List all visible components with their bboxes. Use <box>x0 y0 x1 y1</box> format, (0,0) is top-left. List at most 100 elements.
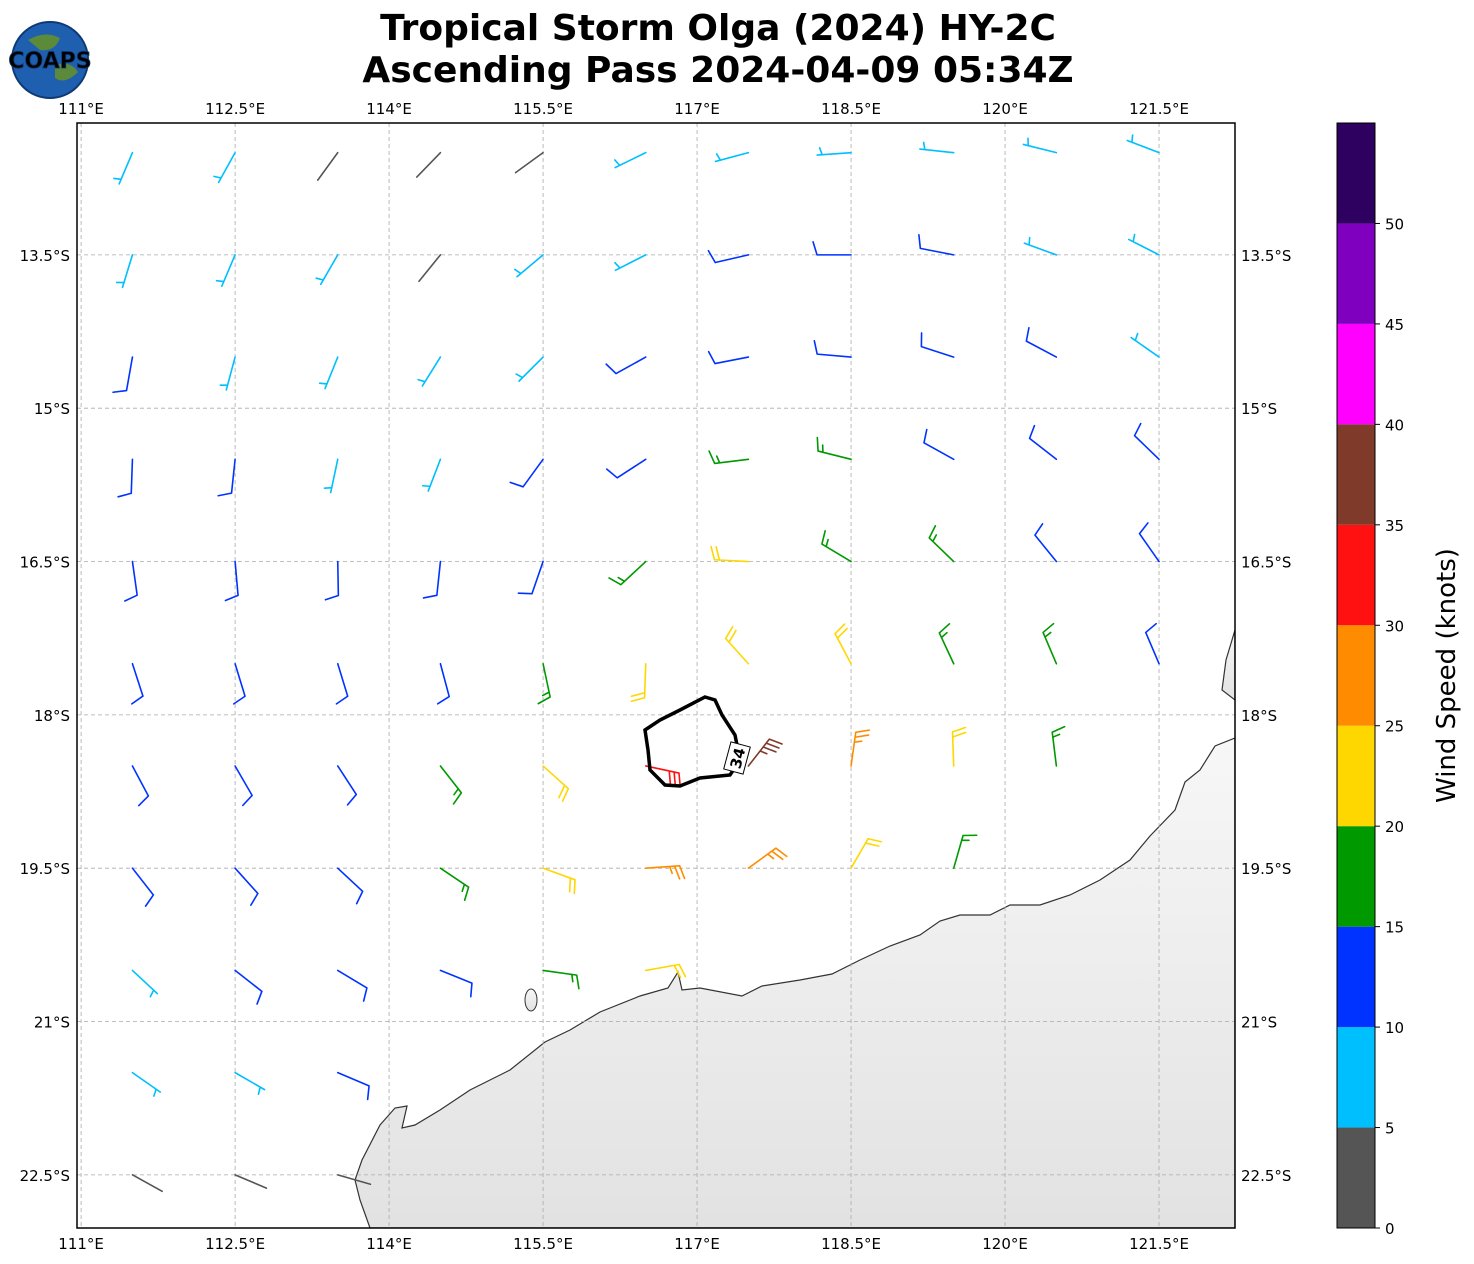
wind-barb <box>920 332 955 358</box>
wind-barb <box>213 151 236 184</box>
wind-barb <box>1025 326 1058 358</box>
wind-barb <box>112 356 134 394</box>
wind-barb <box>707 350 750 365</box>
wind-barb <box>219 356 236 391</box>
wind-barb <box>1022 137 1058 154</box>
y-tick-label: 13.5°S <box>1241 247 1291 265</box>
colorbar-tick-label: 5 <box>1385 1120 1395 1138</box>
wind-barb <box>415 151 442 178</box>
plot-frame <box>76 122 1236 1229</box>
wind-barb <box>605 356 647 375</box>
x-tick-label: 115.5°E <box>513 1235 573 1253</box>
wind-barb <box>644 865 686 880</box>
wind-barb <box>608 560 647 586</box>
wind-barb <box>714 151 750 163</box>
wind-barb <box>316 151 339 181</box>
y-tick-label: 15°S <box>1241 400 1277 418</box>
plot-area: 34 <box>77 123 1235 1228</box>
colorbar-bin <box>1337 826 1375 927</box>
y-tick-label: 18°S <box>34 707 70 725</box>
y-tick-label: 22.5°S <box>20 1167 70 1185</box>
wind-barb <box>131 1174 163 1193</box>
wind-barb <box>747 738 783 767</box>
wind-barb <box>323 458 339 494</box>
wind-barb <box>542 969 580 990</box>
colorbar-tick-label: 10 <box>1385 1019 1404 1037</box>
wind-barb <box>542 867 576 895</box>
colorbar-bin <box>1337 123 1375 224</box>
y-tick-label: 13.5°S <box>20 247 70 265</box>
wind-barb <box>1023 236 1058 256</box>
wind-barb <box>1034 523 1058 563</box>
x-tick-label: 114°E <box>366 1235 412 1253</box>
wind-barb <box>224 560 239 602</box>
logo-land <box>28 34 78 81</box>
wind-barb <box>514 151 544 174</box>
wind-barb <box>514 254 544 278</box>
colorbar-tick-label: 20 <box>1385 818 1404 836</box>
colorbar-bin <box>1337 625 1375 726</box>
wind-barb <box>315 254 339 286</box>
colorbar-bin <box>1337 323 1375 425</box>
wind-barb <box>515 356 544 382</box>
island <box>524 988 538 1012</box>
wind-barb <box>439 969 473 998</box>
wind-barb <box>850 837 883 869</box>
x-tick-label: 111°E <box>58 100 104 118</box>
wind-barb <box>417 356 442 387</box>
y-tick-label: 15°S <box>34 400 70 418</box>
wind-barb <box>821 530 852 563</box>
x-tick-label: 115.5°E <box>513 100 573 118</box>
chart-title: Tropical Storm Olga (2024) HY-2C <box>380 8 1056 49</box>
wind-barb <box>335 662 349 705</box>
wind-barb <box>1042 622 1058 665</box>
wind-barb <box>1133 422 1160 461</box>
wind-barb <box>131 867 155 907</box>
colorbar-tick-label: 35 <box>1385 517 1404 535</box>
colorbar-label: Wind Speed (knots) <box>1432 548 1462 803</box>
x-tick-label: 121.5°E <box>1129 100 1189 118</box>
colorbar-bin <box>1337 524 1375 626</box>
wind-barb <box>439 765 463 805</box>
y-tick-label: 18°S <box>1241 707 1277 725</box>
x-tick-label: 120°E <box>982 1235 1028 1253</box>
wind-barb <box>1028 424 1058 461</box>
wind-barb <box>232 662 246 705</box>
land-coastline <box>354 737 1235 1228</box>
wind-barb <box>834 623 852 665</box>
wind-barb <box>131 969 159 998</box>
wind-barb <box>614 151 647 169</box>
wind-barb <box>336 867 364 905</box>
wind-barb <box>324 560 340 601</box>
colorbar-frame <box>1336 122 1376 1229</box>
colorbar-bin <box>1337 725 1375 827</box>
wind-barb <box>336 1071 370 1101</box>
wind-barb <box>938 623 955 665</box>
colorbar-bin <box>1337 1027 1375 1128</box>
wind-barb <box>217 458 236 497</box>
wind-barb <box>1127 233 1160 256</box>
colorbar-tick-label: 30 <box>1385 617 1404 635</box>
wind-barbs <box>112 134 1160 1193</box>
colorbar-bin <box>1337 926 1375 1028</box>
wind-barb <box>812 241 852 256</box>
wind-barb <box>614 254 647 272</box>
x-tick-label: 118.5°E <box>821 1235 881 1253</box>
wind-barb <box>630 662 647 703</box>
y-tick-label: 21°S <box>34 1014 70 1032</box>
wind-barb <box>124 560 138 602</box>
wind-barb <box>117 458 134 498</box>
wind-barb <box>537 662 551 705</box>
x-tick-label: 118.5°E <box>821 100 881 118</box>
wind-barb <box>710 545 750 563</box>
wind-barb <box>113 151 134 185</box>
wind-barb <box>951 726 967 767</box>
wind-barb <box>708 450 750 465</box>
wind-barb <box>919 141 955 154</box>
y-tick-label: 21°S <box>1241 1014 1277 1032</box>
wind-barb <box>850 729 871 767</box>
colorbar-tick-label: 15 <box>1385 919 1404 937</box>
contour-label-text: 34 <box>727 746 750 771</box>
wind-barb <box>234 867 259 906</box>
